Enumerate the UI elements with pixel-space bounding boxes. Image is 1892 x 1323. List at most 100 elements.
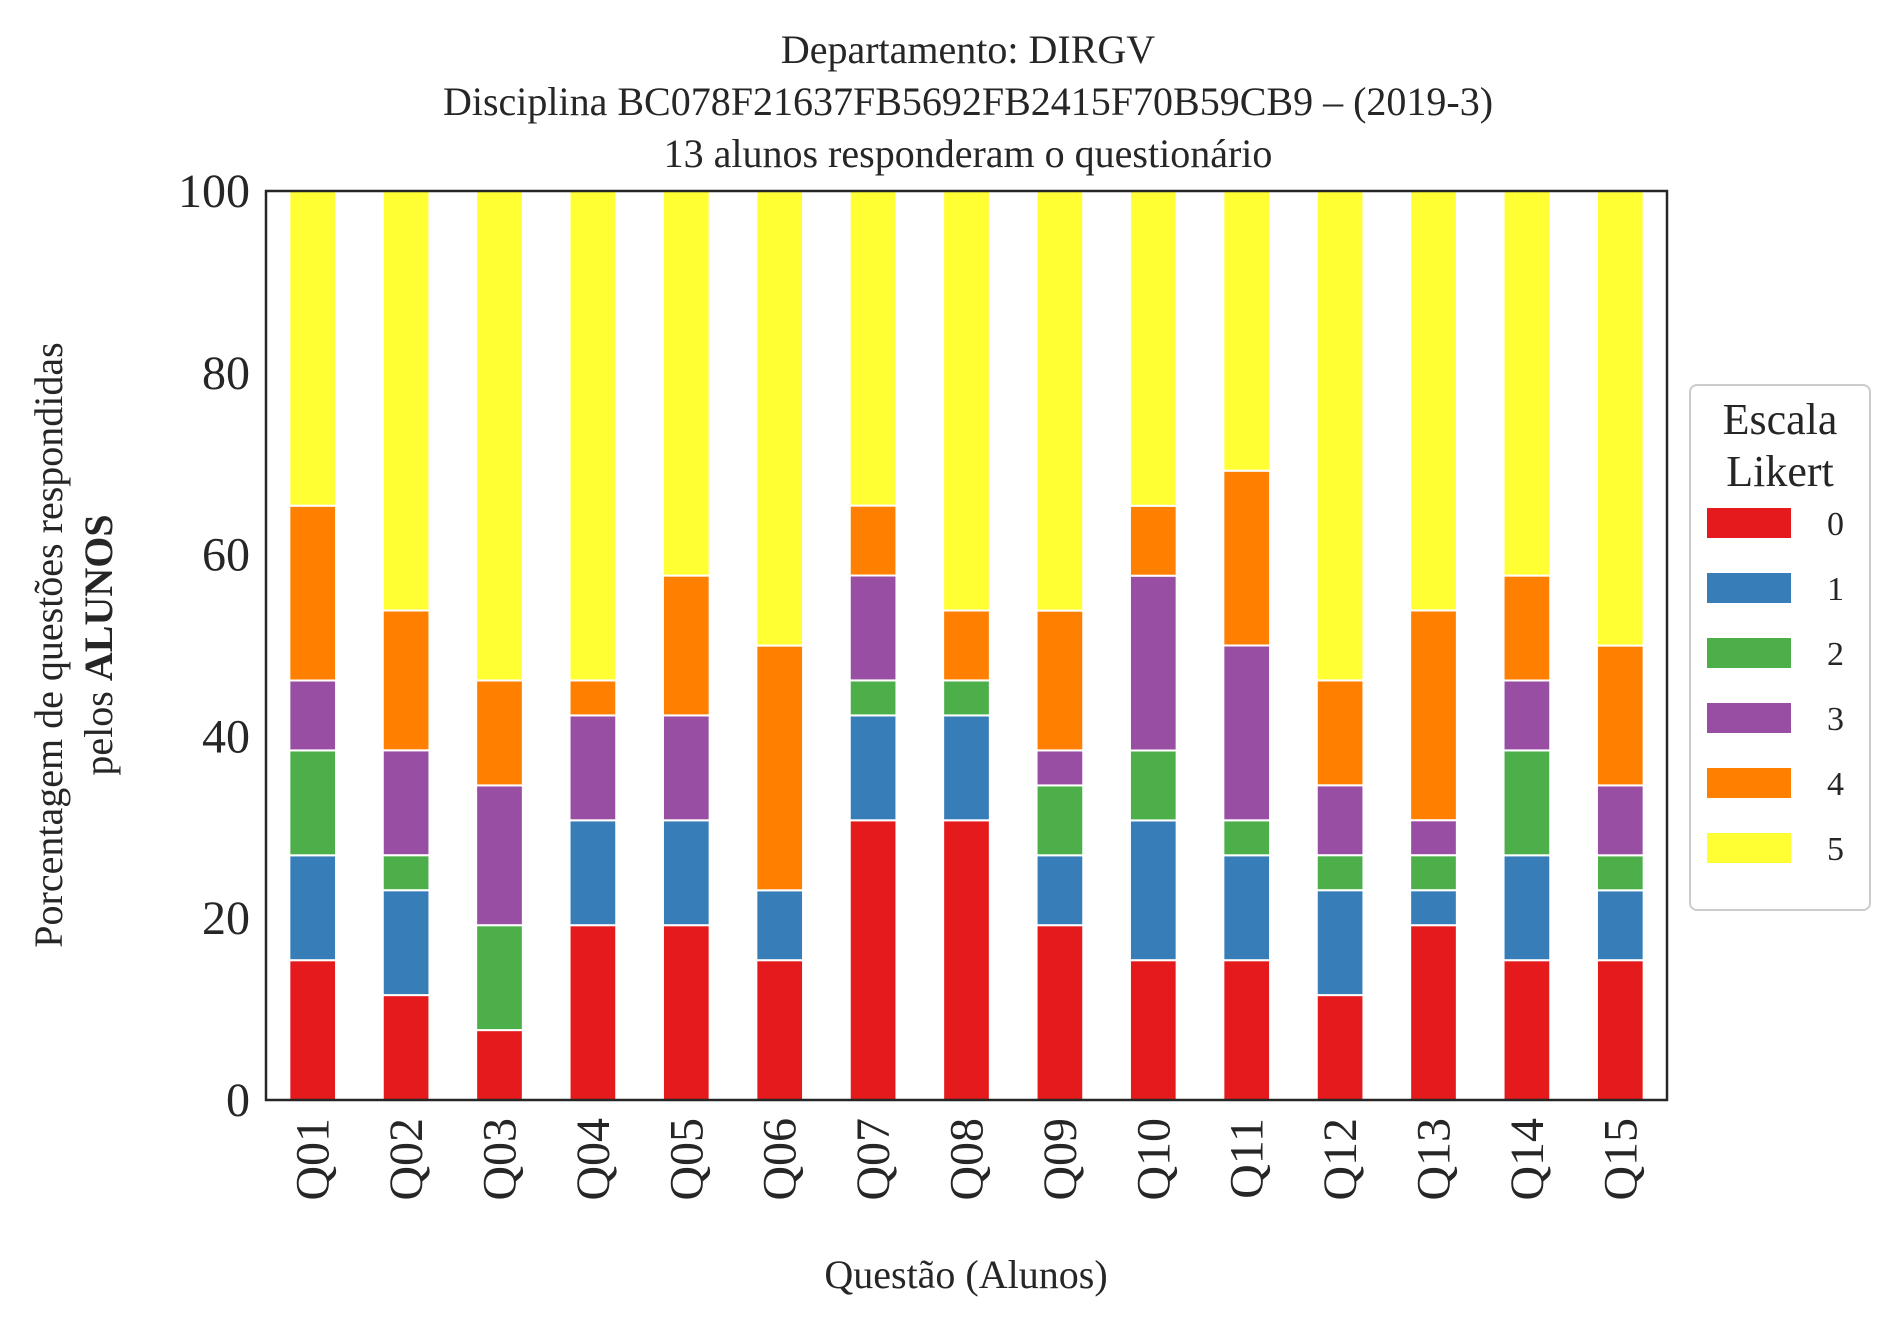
bar-Q02-scale-3 bbox=[381, 749, 431, 857]
bar-Q05-scale-3 bbox=[661, 714, 711, 822]
x-tick-label-Q05: Q05 bbox=[660, 1118, 713, 1201]
legend-swatch-3 bbox=[1707, 703, 1791, 733]
plot-frame bbox=[264, 189, 1669, 1102]
bar-Q01-scale-1 bbox=[288, 854, 338, 962]
legend-label-4: 4 bbox=[1827, 766, 1844, 803]
bar-Q06-scale-4 bbox=[755, 644, 805, 892]
legend-label-5: 5 bbox=[1827, 831, 1844, 868]
bar-Q15-scale-5 bbox=[1595, 190, 1645, 647]
legend-swatch-1 bbox=[1707, 573, 1791, 603]
y-tick-label: 60 bbox=[202, 529, 250, 582]
x-tick-label-Q10: Q10 bbox=[1127, 1118, 1180, 1201]
bar-Q09-scale-2 bbox=[1035, 784, 1085, 857]
bar-Q04-scale-3 bbox=[568, 714, 618, 822]
bar-Q09-scale-4 bbox=[1035, 609, 1085, 752]
chart-title-line-2: Disciplina BC078F21637FB5692FB2415F70B59… bbox=[443, 79, 1493, 124]
bar-Q09-scale-3 bbox=[1035, 749, 1085, 787]
bar-Q01-scale-4 bbox=[288, 504, 338, 682]
bar-Q13-scale-1 bbox=[1409, 889, 1458, 927]
bar-Q04-scale-0 bbox=[568, 924, 618, 1102]
bar-Q13-scale-2 bbox=[1409, 854, 1458, 892]
bar-Q10-scale-2 bbox=[1128, 749, 1178, 822]
bar-Q13-scale-5 bbox=[1409, 189, 1458, 612]
bar-Q07-scale-3 bbox=[848, 574, 898, 682]
bar-Q02-scale-0 bbox=[381, 994, 431, 1101]
bar-Q07-scale-0 bbox=[848, 819, 898, 1101]
bar-Q06-scale-1 bbox=[755, 889, 805, 962]
legend-items: 0 1 2 3 4 5 bbox=[1707, 506, 1844, 868]
y-tick-label: 0 bbox=[226, 1074, 250, 1127]
bar-Q11-scale-3 bbox=[1222, 644, 1272, 822]
bar-Q12-scale-4 bbox=[1315, 679, 1365, 787]
bar-Q02-scale-1 bbox=[381, 889, 431, 997]
bar-Q13-scale-3 bbox=[1409, 819, 1458, 857]
bar-Q14-scale-4 bbox=[1502, 574, 1552, 682]
bar-Q03-scale-5 bbox=[475, 190, 524, 682]
bar-Q01-scale-0 bbox=[288, 959, 338, 1102]
bar-Q15-scale-2 bbox=[1595, 854, 1645, 892]
bar-Q12-scale-5 bbox=[1315, 189, 1365, 682]
bar-Q10-scale-5 bbox=[1128, 190, 1178, 507]
x-tick-label-Q02: Q02 bbox=[380, 1118, 433, 1201]
bar-Q08-scale-2 bbox=[942, 679, 991, 717]
chart-title-line-3: 13 alunos responderam o questionário bbox=[664, 131, 1273, 176]
y-axis-label-bold: ALUNOS bbox=[76, 514, 121, 681]
bar-Q05-scale-4 bbox=[661, 574, 711, 717]
x-tick-label-Q06: Q06 bbox=[754, 1118, 807, 1201]
bar-Q14-scale-1 bbox=[1502, 854, 1552, 962]
bar-Q13-scale-4 bbox=[1409, 609, 1458, 822]
x-tick-label-Q12: Q12 bbox=[1314, 1118, 1367, 1201]
bar-Q13-scale-0 bbox=[1409, 924, 1458, 1102]
x-tick-label-Q03: Q03 bbox=[474, 1118, 527, 1201]
y-tick-label: 40 bbox=[202, 710, 250, 763]
y-tick-label: 100 bbox=[178, 165, 250, 218]
x-tick-label-Q08: Q08 bbox=[941, 1118, 994, 1201]
chart-title-line-1: Departamento: DIRGV bbox=[781, 27, 1155, 72]
bar-Q09-scale-5 bbox=[1035, 190, 1085, 612]
bar-Q05-scale-0 bbox=[661, 924, 711, 1102]
bar-Q02-scale-5 bbox=[381, 190, 431, 612]
bar-Q04-scale-1 bbox=[568, 819, 618, 927]
bar-Q15-scale-3 bbox=[1595, 784, 1645, 857]
chart-title: Departamento: DIRGV Disciplina BC078F216… bbox=[443, 27, 1493, 176]
bar-Q06-scale-5 bbox=[755, 190, 805, 647]
legend-label-2: 2 bbox=[1827, 636, 1844, 673]
bar-Q14-scale-3 bbox=[1502, 679, 1552, 752]
y-axis-label-line-2: pelos ALUNOS bbox=[76, 514, 121, 775]
legend-title-line-2: Likert bbox=[1726, 447, 1834, 496]
bar-Q10-scale-4 bbox=[1128, 504, 1178, 577]
x-tick-label-Q09: Q09 bbox=[1034, 1118, 1087, 1201]
bar-Q14-scale-0 bbox=[1502, 959, 1552, 1102]
x-tick-label-Q07: Q07 bbox=[847, 1118, 900, 1201]
bar-Q01-scale-5 bbox=[288, 190, 338, 507]
bar-Q08-scale-4 bbox=[942, 609, 991, 682]
bar-Q07-scale-1 bbox=[848, 714, 898, 822]
legend-swatch-4 bbox=[1707, 768, 1791, 798]
bar-Q11-scale-2 bbox=[1222, 819, 1272, 857]
bar-Q14-scale-5 bbox=[1502, 190, 1552, 577]
y-tick-label: 20 bbox=[202, 892, 250, 945]
bar-Q03-scale-2 bbox=[475, 924, 524, 1032]
bar-Q01-scale-2 bbox=[288, 749, 338, 857]
x-tick-label-Q13: Q13 bbox=[1408, 1118, 1461, 1201]
bar-Q11-scale-4 bbox=[1222, 469, 1272, 647]
bars-group bbox=[288, 189, 1645, 1102]
y-axis-label-line-1: Porcentagem de questões respondidas bbox=[26, 342, 71, 947]
x-tick-label-Q15: Q15 bbox=[1594, 1118, 1647, 1201]
x-axis-ticks: Q01 Q02 Q03 Q04 Q05 Q06 Q07 Q08 Q09 Q10 Q11 Q12 Q13 Q… bbox=[287, 1118, 1648, 1201]
y-axis-label-prefix: pelos bbox=[76, 681, 121, 775]
x-tick-label-Q14: Q14 bbox=[1501, 1118, 1554, 1201]
x-tick-label-Q04: Q04 bbox=[567, 1118, 620, 1201]
bar-Q08-scale-5 bbox=[942, 190, 991, 612]
bar-Q01-scale-3 bbox=[288, 679, 338, 752]
x-axis-label: Questão (Alunos) bbox=[824, 1252, 1107, 1297]
bar-Q12-scale-1 bbox=[1315, 889, 1365, 997]
bar-Q10-scale-3 bbox=[1128, 574, 1178, 752]
bar-Q14-scale-2 bbox=[1502, 749, 1552, 857]
legend: Escala Likert 0 1 2 3 4 5 bbox=[1689, 384, 1871, 911]
bar-Q07-scale-2 bbox=[848, 679, 898, 717]
bar-Q06-scale-0 bbox=[755, 959, 805, 1102]
y-tick-label: 80 bbox=[202, 347, 250, 400]
bar-Q08-scale-0 bbox=[942, 819, 991, 1101]
